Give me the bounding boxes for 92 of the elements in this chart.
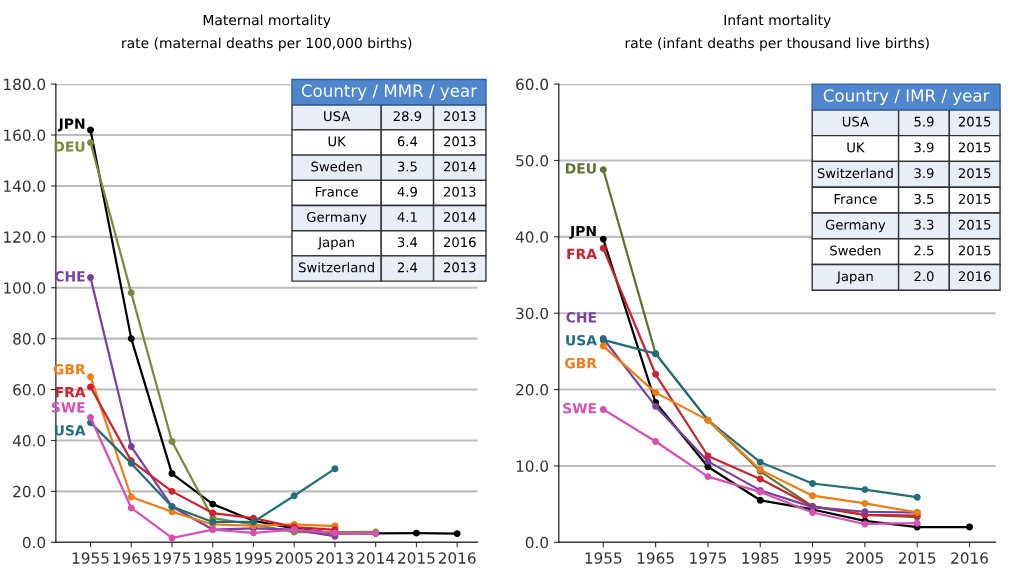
x-tick-label: 1995 [794,552,831,564]
annotation: 6.4 [397,136,418,147]
annotation: 2013 [443,186,476,197]
annotation: 2.0 [914,271,934,282]
annotation: Germany [307,211,367,225]
annotation: 2013 [443,262,476,273]
annotation: 3.3 [914,219,934,230]
annotation: 2014 [443,211,476,222]
x-tick-label: 2016 [438,552,476,564]
y-tick-label: 140.0 [4,180,46,192]
series-label: DEU [565,163,596,174]
annotation: UK [847,142,865,153]
y-tick-label: 180.0 [4,78,46,91]
annotation: 2015 [958,116,991,127]
annotation: 3.5 [397,161,417,172]
annotation: USA [324,111,351,122]
y-tick-label: 120.0 [4,231,46,243]
y-tick-label: 100.0 [4,282,46,294]
x-tick-label: 1965 [113,552,150,564]
series-label: FRA [567,248,597,259]
y-tick-label: 40.0 [515,231,549,243]
annotation: Country / IMR / year [823,89,990,106]
annotation: Japan [836,271,873,284]
x-tick-label: 1985 [194,552,231,564]
chart-title: Maternal mortality [203,14,331,28]
annotation: 4.1 [397,212,417,222]
x-tick-label: 2015 [398,552,435,564]
chart-subtitle: rate (infant deaths per thousand live births) [625,37,929,51]
annotation: France [315,186,358,197]
x-tick-label: 2015 [898,552,936,564]
series-label: FRA [55,387,86,398]
x-tick-label: 2005 [275,552,313,564]
series-label: JPN [57,118,85,132]
x-tick-label: 2013 [316,552,354,564]
annotation: 2015 [958,193,991,204]
x-tick-label: 1955 [72,552,109,564]
series-label: JPN [569,225,596,239]
annotation: 2013 [443,136,476,147]
y-tick-label: 50.0 [516,154,549,167]
annotation: 3.9 [914,142,934,153]
series-label: SWE [563,402,596,414]
annotation: Country / MMR / year [301,84,478,101]
y-tick-label: 10.0 [516,460,549,472]
y-tick-label: 30.0 [516,307,549,320]
series-label: CHE [566,312,596,323]
annotation: Sweden [830,245,881,256]
annotation: UK [328,136,347,147]
annotation: 3.4 [397,237,418,248]
x-tick-label: 1995 [235,552,272,564]
series-label: USA [566,334,597,346]
annotation: 2015 [958,168,991,179]
y-tick-label: 0.0 [22,536,46,549]
annotation: Switzerland [817,167,893,179]
annotation: 2.5 [914,245,934,256]
y-tick-label: 40.0 [12,434,46,447]
x-tick-label: 1975 [154,552,191,564]
y-tick-label: 0.0 [525,536,549,549]
annotation: Germany [825,219,886,233]
annotation: 4.9 [397,186,417,197]
y-tick-label: 160.0 [4,129,46,142]
series-label: GBR [565,357,597,369]
annotation: USA [842,116,869,127]
annotation: Japan [317,237,354,250]
annotation: 2013 [443,111,476,122]
x-tick-label: 1975 [690,552,727,564]
x-tick-label: 2014 [357,552,395,564]
chart-subtitle: rate (maternal deaths per 100,000 births) [122,37,412,51]
annotation: Sweden [311,161,362,172]
annotation: 2.4 [397,262,418,273]
annotation: France [834,194,877,204]
annotation: 2015 [958,219,991,230]
annotation: 3.5 [914,193,934,204]
annotation: 2015 [958,142,991,153]
y-tick-label: 60.0 [13,384,46,396]
x-tick-label: 1955 [585,552,622,564]
x-tick-label: 1985 [742,552,779,564]
y-tick-label: 60.0 [516,78,549,91]
annotation: 2016 [958,271,991,282]
annotation: 3.9 [914,168,934,179]
annotation: 2014 [443,161,476,172]
annotation: 2016 [443,237,476,248]
annotation: 2015 [958,245,991,256]
x-tick-label: 2016 [951,552,988,564]
annotation: 28.9 [393,111,422,122]
x-tick-label: 2005 [846,552,883,564]
annotation: 5.9 [914,116,934,127]
y-tick-label: 20.0 [516,384,549,396]
y-tick-label: 80.0 [13,333,46,345]
annotation: Switzerland [299,262,374,273]
x-tick-label: 1965 [637,552,674,564]
y-tick-label: 20.0 [13,485,46,498]
chart-title: Infant mortality [724,14,831,28]
